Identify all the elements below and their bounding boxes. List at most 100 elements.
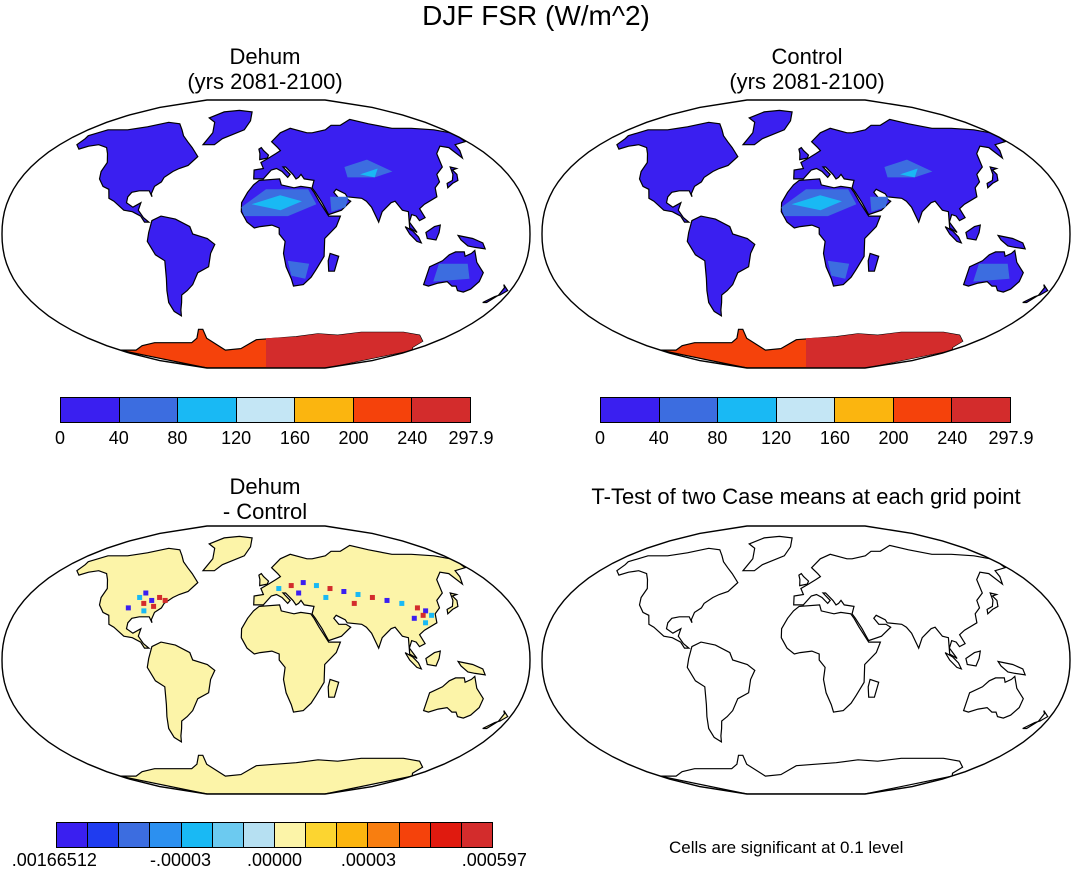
colorbar-tick-label: .00166512 <box>11 850 97 870</box>
colorbar-control-swatch <box>659 398 719 422</box>
colorbar-control-swatch <box>776 398 836 422</box>
colorbar-tick-label: 120 <box>761 428 792 448</box>
albedo-patch-bright <box>251 195 302 211</box>
land-newGuinea <box>456 234 487 250</box>
colorbar-dehum <box>60 397 471 423</box>
panel-1-title-line1: Dehum <box>229 44 301 69</box>
panel-3-title-line1: Dehum <box>229 474 301 499</box>
diff-cell <box>143 590 149 596</box>
diff-cell <box>141 600 147 606</box>
colorbar-difference-swatch <box>57 823 89 847</box>
land-newZealand <box>482 710 509 730</box>
diff-cell <box>341 589 347 595</box>
panel-2-title-line1: Control <box>771 44 843 69</box>
land-greenland <box>201 535 253 572</box>
colorbar-dehum-swatch <box>412 398 471 422</box>
map-border <box>1 525 531 795</box>
colorbar-dehum-swatch <box>178 398 237 422</box>
colorbar-dehum-swatch <box>353 398 413 422</box>
panel-3-title-line2: - Control <box>222 499 308 524</box>
map-border <box>541 525 1071 795</box>
colorbar-difference-swatch <box>306 823 338 847</box>
colorbar-control-swatch <box>893 398 953 422</box>
colorbar-dehum-swatch <box>119 398 179 422</box>
land-madagascar <box>867 678 880 698</box>
panel-2-title: Control (yrs 2081-2100) <box>582 44 1032 94</box>
colorbar-difference-swatch <box>368 823 400 847</box>
colorbar-tick-label: 240 <box>937 428 968 448</box>
albedo-patch <box>973 263 1010 282</box>
albedo-patch-bright <box>360 168 378 178</box>
diff-cell <box>351 600 357 606</box>
diff-cell <box>151 603 157 609</box>
diff-cell <box>137 594 143 600</box>
colorbar-control <box>600 397 1011 423</box>
panel-1-title: Dehum (yrs 2081-2100) <box>40 44 490 94</box>
panel-4-title: T-Test of two Case means at each grid po… <box>540 484 1072 509</box>
land-borneo <box>425 650 442 667</box>
land-newZealand <box>1022 710 1049 730</box>
land-madagascar <box>327 678 340 698</box>
diff-cell <box>423 608 429 614</box>
land-greenland <box>741 535 793 572</box>
land-southAmerica <box>146 641 216 744</box>
diff-cell <box>384 597 390 603</box>
albedo-patch <box>433 263 470 282</box>
colorbar-difference-swatch <box>337 823 369 847</box>
diff-cell <box>423 620 429 626</box>
land-sumatra <box>404 226 423 244</box>
colorbar-tick-label: 120 <box>221 428 252 448</box>
land-greenland <box>201 109 253 146</box>
land-newZealand <box>1022 284 1049 304</box>
albedo-patch <box>330 196 349 212</box>
colorbar-tick-label: .00000 <box>246 850 303 870</box>
colorbar-difference-swatch <box>181 823 213 847</box>
colorbar-tick-label: 0 <box>594 428 606 448</box>
map-control <box>541 99 1071 369</box>
diff-cell <box>313 583 319 589</box>
land-antarctica <box>119 754 424 794</box>
colorbar-dehum-labels: 0 40 80 120 160 200 240 297.9 <box>55 428 494 452</box>
colorbar-difference-swatch <box>274 823 307 847</box>
panel-1-title-line2: (yrs 2081-2100) <box>187 69 343 94</box>
land-japan <box>446 592 459 615</box>
diff-cell <box>125 605 131 611</box>
colorbar-dehum-swatch <box>61 398 120 422</box>
colorbar-control-swatch <box>601 398 660 422</box>
colorbar-control-swatch <box>718 398 777 422</box>
colorbar-difference-swatch <box>88 823 120 847</box>
diff-cell <box>399 600 405 606</box>
land-africa <box>780 604 882 713</box>
colorbar-difference <box>56 822 493 848</box>
diff-cell <box>162 597 168 603</box>
colorbar-difference-swatch <box>119 823 151 847</box>
diff-cell <box>157 594 163 600</box>
land-southAmerica <box>146 215 216 318</box>
map-border <box>541 99 1071 369</box>
diff-cell <box>141 608 147 614</box>
albedo-patch <box>287 260 310 279</box>
land-australia <box>962 675 1024 719</box>
land-britain <box>798 146 810 161</box>
colorbar-tick-label: 40 <box>108 428 129 448</box>
albedo-patch <box>884 159 933 178</box>
colorbar-tick-label: 297.9 <box>448 428 494 448</box>
colorbar-difference-swatch <box>399 823 431 847</box>
land-antarctica <box>659 754 964 794</box>
land-japan <box>986 592 999 615</box>
albedo-patch-bright <box>900 168 918 178</box>
map-dehum <box>1 99 531 369</box>
land-newZealand <box>482 284 509 304</box>
land-madagascar <box>327 252 340 272</box>
diff-cell <box>300 580 306 586</box>
colorbar-tick-label: 200 <box>338 428 369 448</box>
albedo-patch <box>344 159 393 178</box>
diff-cell <box>276 586 282 592</box>
albedo-patch-bright <box>791 195 842 211</box>
colorbar-difference-swatch <box>461 823 492 847</box>
colorbar-dehum-swatch <box>236 398 296 422</box>
land-borneo <box>965 224 982 241</box>
land-northAmerica <box>616 121 739 223</box>
colorbar-control-labels: 0 40 80 120 160 200 240 297.9 <box>595 428 1034 452</box>
colorbar-tick-label: .000597 <box>461 850 527 870</box>
